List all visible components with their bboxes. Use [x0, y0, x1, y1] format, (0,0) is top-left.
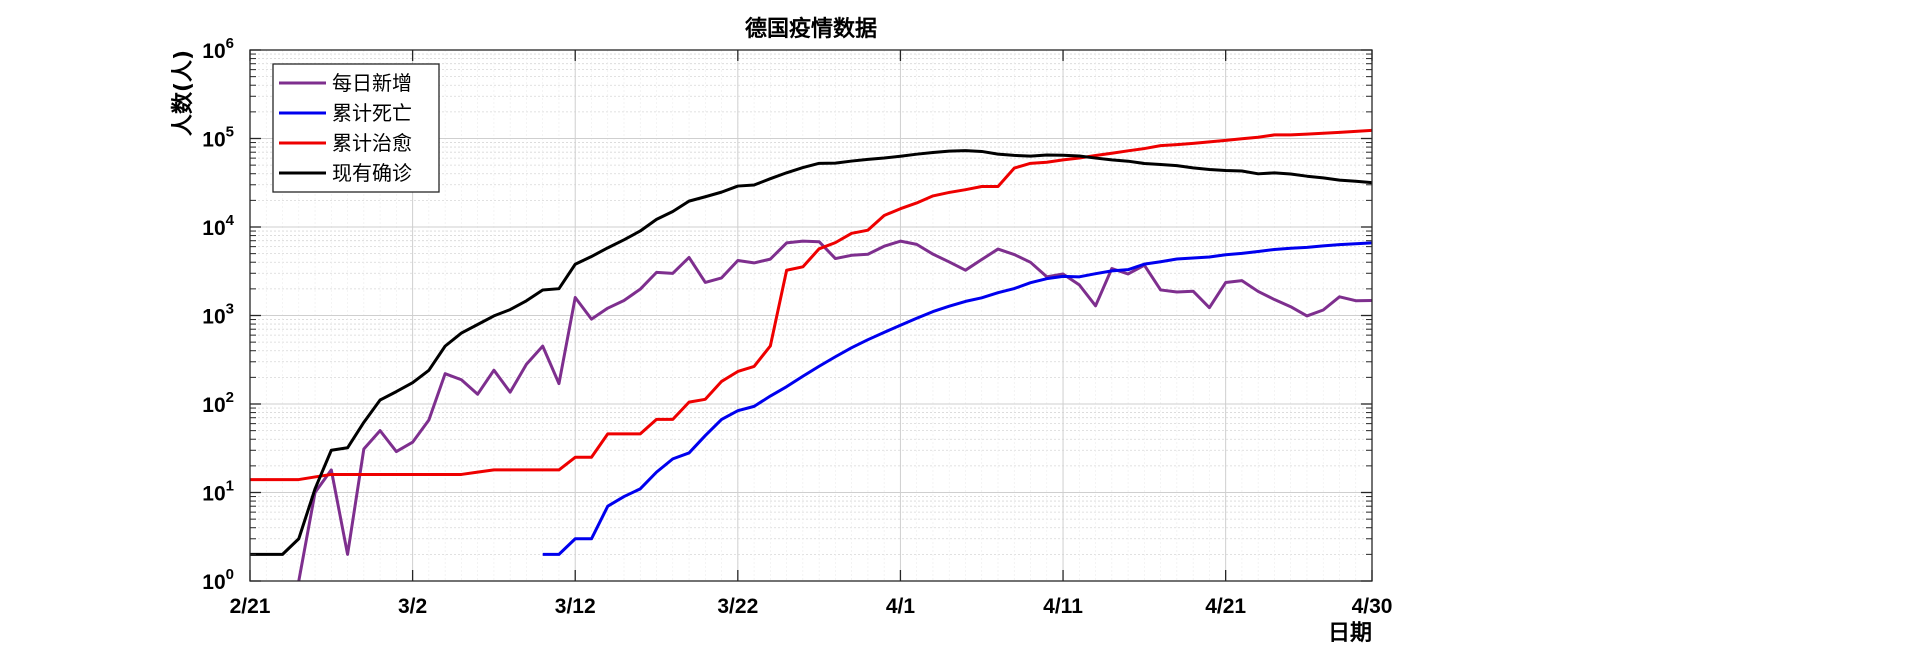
series-line-active-cases [250, 149, 1372, 556]
legend-box [272, 63, 440, 193]
legend-item-cumulative-recovered: 累计治愈 [279, 131, 412, 155]
y-tick-label: 103 [202, 301, 234, 329]
x-axis-label: 日期 [1328, 621, 1372, 646]
legend-label-active-cases: 现有确诊 [332, 161, 412, 185]
y-tick-label: 105 [202, 124, 234, 152]
x-tick-label: 3/2 [398, 595, 427, 618]
legend: 每日新增 累计死亡 累计治愈 现有确诊 [272, 63, 440, 193]
x-tick-label: 4/11 [1043, 595, 1083, 618]
y-axis-label: 人数(人) [170, 50, 196, 136]
legend-label-daily-new: 每日新增 [332, 71, 412, 95]
y-tick-label: 102 [202, 389, 234, 417]
series-line-cumulative-deaths [542, 241, 1372, 556]
y-tick-labels: 100 101 102 103 104 105 106 [202, 35, 234, 594]
x-tick-label: 3/22 [717, 595, 758, 618]
legend-label-cumulative-deaths: 累计死亡 [332, 101, 412, 125]
legend-item-active-cases: 现有确诊 [279, 161, 412, 185]
x-tick-label: 4/30 [1352, 595, 1393, 618]
legend-item-daily-new: 每日新增 [279, 71, 412, 95]
y-tick-label: 100 [202, 566, 234, 594]
y-tick-label: 104 [202, 212, 234, 240]
y-tick-label: 101 [202, 478, 234, 506]
axis-ticks [249, 49, 1373, 582]
series-lines [250, 128, 1372, 581]
x-tick-label: 4/21 [1205, 595, 1246, 618]
chart-title: 德国疫情数据 [745, 16, 877, 42]
x-tick-label: 2/21 [230, 595, 271, 618]
y-tick-label: 106 [202, 35, 234, 63]
x-tick-label: 3/12 [555, 595, 596, 618]
series-line-cumulative-recovered [250, 128, 1372, 482]
legend-label-cumulative-recovered: 累计治愈 [332, 131, 412, 155]
legend-item-cumulative-deaths: 累计死亡 [279, 101, 412, 125]
series-line-daily-new [297, 239, 1372, 581]
x-tick-label: 4/1 [886, 595, 916, 618]
x-tick-labels: 2/21 3/2 3/12 3/22 4/1 4/11 4/21 4/30 [230, 595, 1393, 618]
